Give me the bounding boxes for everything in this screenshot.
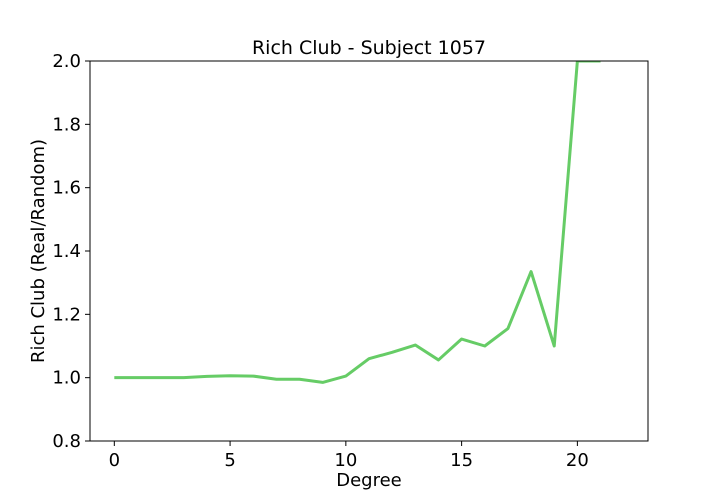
y-tick-label: 1.4 [52,241,81,262]
y-axis: 0.8 1.0 1.2 1.4 1.6 1.8 2.0 [52,51,90,452]
series-line [114,61,601,384]
y-tick-label: 1.6 [52,178,81,199]
x-tick-label: 0 [109,450,120,471]
x-tick-label: 20 [566,450,589,471]
y-tick-label: 1.0 [52,368,81,389]
x-axis-label: Degree [336,470,402,491]
y-tick-label: 2.0 [52,51,81,72]
y-axis-label: Rich Club (Real/Random) [28,139,49,363]
x-axis: 0 5 10 15 20 [109,441,589,471]
x-tick-label: 10 [334,450,357,471]
plot-frame [89,60,649,442]
series-layer [114,61,601,384]
x-tick-label: 5 [224,450,235,471]
y-tick-label: 0.8 [52,431,81,452]
chart-title: Rich Club - Subject 1057 [252,37,486,59]
y-tick-label: 1.8 [52,114,81,135]
x-tick-label: 15 [450,450,473,471]
y-tick-label: 1.2 [52,304,81,325]
